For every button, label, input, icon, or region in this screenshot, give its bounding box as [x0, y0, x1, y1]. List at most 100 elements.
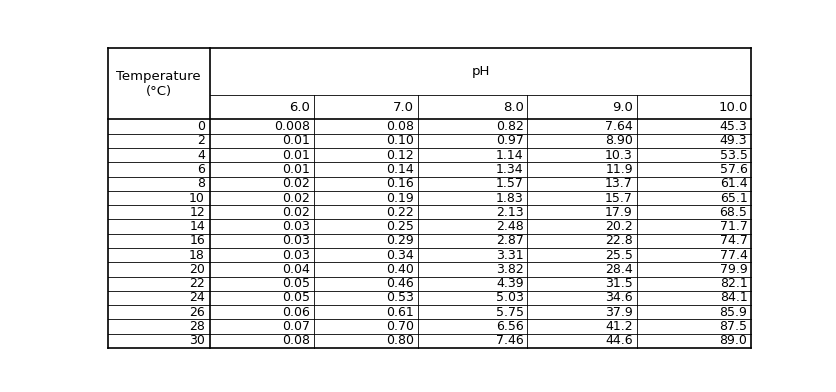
Text: 4.39: 4.39 — [495, 277, 522, 290]
Text: 71.7: 71.7 — [719, 220, 747, 233]
Text: 41.2: 41.2 — [604, 320, 632, 333]
Text: 8.0: 8.0 — [502, 101, 522, 114]
Text: 0: 0 — [196, 120, 205, 133]
Text: 0.03: 0.03 — [282, 234, 309, 247]
Text: 61.4: 61.4 — [719, 177, 747, 190]
Text: 0.01: 0.01 — [282, 134, 309, 147]
Text: 31.5: 31.5 — [604, 277, 632, 290]
Text: 2.13: 2.13 — [495, 206, 522, 219]
Text: 0.22: 0.22 — [386, 206, 414, 219]
Text: 0.80: 0.80 — [385, 334, 414, 347]
Text: 18: 18 — [189, 249, 205, 261]
Text: 1.83: 1.83 — [495, 192, 522, 205]
Text: 53.5: 53.5 — [719, 149, 747, 162]
Text: 2.87: 2.87 — [495, 234, 522, 247]
Text: 0.25: 0.25 — [385, 220, 414, 233]
Text: 2: 2 — [197, 134, 205, 147]
Text: 77.4: 77.4 — [719, 249, 747, 261]
Text: 26: 26 — [189, 306, 205, 319]
Text: 87.5: 87.5 — [719, 320, 747, 333]
Text: 8.90: 8.90 — [604, 134, 632, 147]
Text: 0.04: 0.04 — [282, 263, 309, 276]
Text: 49.3: 49.3 — [719, 134, 747, 147]
Text: 82.1: 82.1 — [719, 277, 747, 290]
Text: 24: 24 — [189, 292, 205, 305]
Text: 34.6: 34.6 — [604, 292, 632, 305]
Text: 6: 6 — [197, 163, 205, 176]
Text: 0.008: 0.008 — [273, 120, 309, 133]
Text: 4: 4 — [197, 149, 205, 162]
Text: 84.1: 84.1 — [719, 292, 747, 305]
Text: 15.7: 15.7 — [604, 192, 632, 205]
Text: 0.97: 0.97 — [495, 134, 522, 147]
Text: 0.03: 0.03 — [282, 249, 309, 261]
Text: 0.70: 0.70 — [385, 320, 414, 333]
Text: 7.46: 7.46 — [495, 334, 522, 347]
Text: 0.07: 0.07 — [282, 320, 309, 333]
Text: 45.3: 45.3 — [719, 120, 747, 133]
Text: 0.08: 0.08 — [385, 120, 414, 133]
Text: 1.34: 1.34 — [495, 163, 522, 176]
Text: 0.19: 0.19 — [386, 192, 414, 205]
Text: 20.2: 20.2 — [604, 220, 632, 233]
Text: 6.56: 6.56 — [495, 320, 522, 333]
Text: 22: 22 — [189, 277, 205, 290]
Text: 3.31: 3.31 — [495, 249, 522, 261]
Text: 0.06: 0.06 — [282, 306, 309, 319]
Text: 0.61: 0.61 — [386, 306, 414, 319]
Text: 30: 30 — [189, 334, 205, 347]
Text: 0.14: 0.14 — [386, 163, 414, 176]
Text: 0.05: 0.05 — [282, 277, 309, 290]
Text: 74.7: 74.7 — [719, 234, 747, 247]
Text: 10: 10 — [189, 192, 205, 205]
Text: 0.34: 0.34 — [386, 249, 414, 261]
Text: 0.01: 0.01 — [282, 163, 309, 176]
Text: 13.7: 13.7 — [604, 177, 632, 190]
Text: 11.9: 11.9 — [604, 163, 632, 176]
Text: 25.5: 25.5 — [604, 249, 632, 261]
Text: 0.02: 0.02 — [282, 177, 309, 190]
Text: 0.08: 0.08 — [282, 334, 309, 347]
Text: 0.29: 0.29 — [386, 234, 414, 247]
Text: 89.0: 89.0 — [719, 334, 747, 347]
Text: 5.03: 5.03 — [495, 292, 522, 305]
Text: 17.9: 17.9 — [604, 206, 632, 219]
Text: 0.82: 0.82 — [495, 120, 522, 133]
Text: 10.0: 10.0 — [717, 101, 747, 114]
Text: 0.46: 0.46 — [386, 277, 414, 290]
Text: 6.0: 6.0 — [288, 101, 309, 114]
Text: 14: 14 — [189, 220, 205, 233]
Text: 1.57: 1.57 — [495, 177, 522, 190]
Text: 0.03: 0.03 — [282, 220, 309, 233]
Text: Temperature
(°C): Temperature (°C) — [116, 70, 201, 98]
Text: 5.75: 5.75 — [495, 306, 522, 319]
Text: 0.12: 0.12 — [386, 149, 414, 162]
Text: 0.53: 0.53 — [385, 292, 414, 305]
Text: 0.02: 0.02 — [282, 192, 309, 205]
Text: 0.16: 0.16 — [386, 177, 414, 190]
Text: 44.6: 44.6 — [604, 334, 632, 347]
Text: 57.6: 57.6 — [719, 163, 747, 176]
Text: 37.9: 37.9 — [604, 306, 632, 319]
Text: 2.48: 2.48 — [495, 220, 522, 233]
Text: 7.64: 7.64 — [604, 120, 632, 133]
Text: 0.01: 0.01 — [282, 149, 309, 162]
Text: 0.10: 0.10 — [385, 134, 414, 147]
Text: 68.5: 68.5 — [719, 206, 747, 219]
Text: 16: 16 — [189, 234, 205, 247]
Text: 22.8: 22.8 — [604, 234, 632, 247]
Text: 7.0: 7.0 — [393, 101, 414, 114]
Text: 0.40: 0.40 — [385, 263, 414, 276]
Text: 8: 8 — [196, 177, 205, 190]
Text: 1.14: 1.14 — [495, 149, 522, 162]
Text: 79.9: 79.9 — [719, 263, 747, 276]
Text: 20: 20 — [189, 263, 205, 276]
Text: 9.0: 9.0 — [611, 101, 632, 114]
Text: pH: pH — [471, 65, 489, 78]
Text: 10.3: 10.3 — [604, 149, 632, 162]
Text: 65.1: 65.1 — [719, 192, 747, 205]
Text: 0.05: 0.05 — [282, 292, 309, 305]
Text: 0.02: 0.02 — [282, 206, 309, 219]
Text: 28.4: 28.4 — [604, 263, 632, 276]
Text: 85.9: 85.9 — [719, 306, 747, 319]
